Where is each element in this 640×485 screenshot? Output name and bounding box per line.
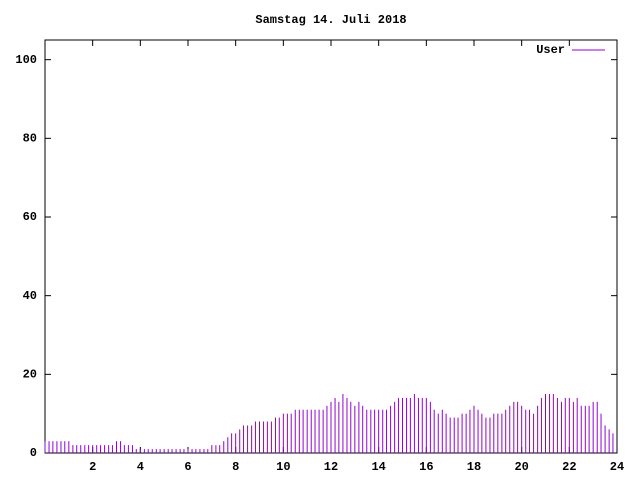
chart-title: Samstag 14. Juli 2018: [255, 13, 406, 27]
y-tick-label: 20: [23, 368, 37, 382]
y-tick-label: 100: [15, 53, 37, 67]
legend-label: User: [536, 43, 565, 57]
x-tick-label: 12: [324, 460, 338, 474]
y-tick-label: 0: [30, 446, 37, 460]
x-tick-label: 22: [562, 460, 576, 474]
x-tick-label: 4: [137, 460, 144, 474]
x-tick-label: 6: [184, 460, 191, 474]
x-tick-label: 8: [232, 460, 239, 474]
x-tick-label: 20: [514, 460, 528, 474]
x-tick-label: 18: [467, 460, 481, 474]
x-tick-label: 14: [371, 460, 385, 474]
x-tick-label: 24: [610, 460, 624, 474]
y-tick-label: 40: [23, 289, 37, 303]
x-tick-label: 16: [419, 460, 433, 474]
y-tick-label: 60: [23, 210, 37, 224]
x-tick-label: 10: [276, 460, 290, 474]
y-tick-label: 80: [23, 132, 37, 146]
x-tick-label: 2: [89, 460, 96, 474]
